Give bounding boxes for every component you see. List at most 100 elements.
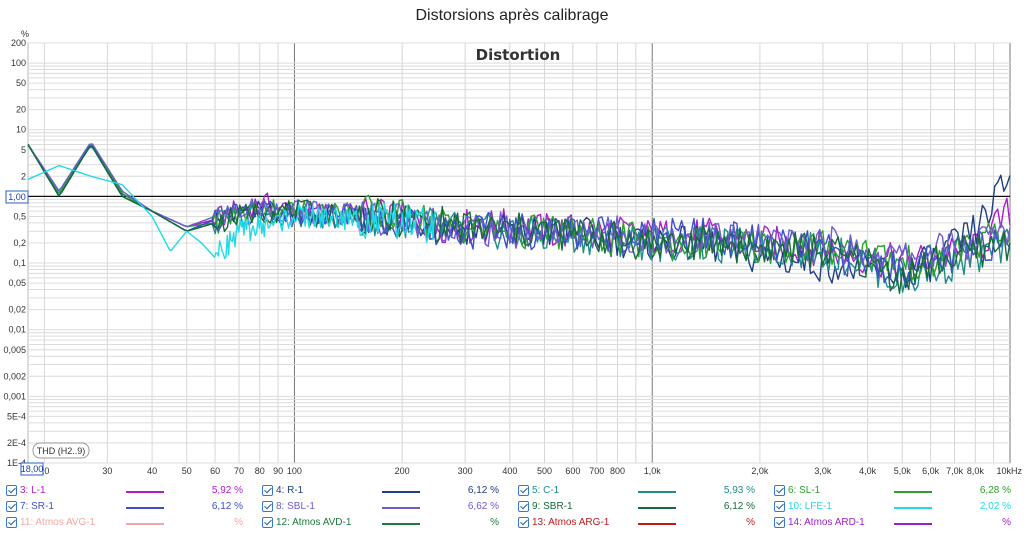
x-tick-label: 50 — [182, 466, 192, 476]
legend-item[interactable]: 13: Atmos ARG-1% — [518, 516, 758, 531]
y-axis-ticks: 200 100 50 20 10 5 2 0,5 0,2 0,1 0,05 0,02 0,01 0,005… — [3, 38, 26, 468]
legend-item[interactable]: 10: LFE-1 2,02 % — [774, 500, 1014, 515]
y-tick-label: 0,01 — [8, 325, 26, 335]
legend-item[interactable]: 5: C-1 5,93 % — [518, 484, 758, 499]
legend-line-swatch — [126, 507, 164, 509]
x-tick-label: 700 — [589, 466, 604, 476]
chart-grid — [27, 42, 1011, 464]
legend-checkbox[interactable] — [6, 501, 17, 512]
legend-series-name: 4: R-1 — [276, 485, 304, 496]
x-tick-label: 5,0k — [894, 466, 912, 476]
window-title: Distorsions après calibrage — [415, 7, 609, 24]
y-tick-label: 0,2 — [13, 238, 26, 248]
y-tick-label: 5E-4 — [7, 411, 26, 421]
x-tick-label: 7,0k — [946, 466, 964, 476]
y-tick-label: 2 — [21, 171, 26, 181]
y-tick-label: 0,002 — [3, 371, 26, 381]
legend-line-swatch — [638, 507, 676, 509]
y-tick-label: 1E-4 — [7, 458, 26, 468]
y-cursor-label: 1,00 — [8, 192, 26, 202]
legend-line-swatch — [126, 491, 164, 493]
legend-line-swatch — [638, 523, 676, 525]
legend-item[interactable]: 14: Atmos ARD-1% — [774, 516, 1014, 531]
legend-item[interactable]: 9: SBR-1 6,12 % — [518, 500, 758, 515]
legend-item[interactable]: 7: SR-1 6,12 % — [6, 500, 246, 515]
legend-checkbox[interactable] — [6, 485, 17, 496]
x-tick-label: 2,0k — [751, 466, 769, 476]
legend-series-name: 13: Atmos ARG-1 — [532, 517, 610, 528]
y-tick-label: 0,5 — [13, 211, 26, 221]
y-tick-label: 100 — [11, 58, 26, 68]
y-axis-unit: % — [21, 29, 29, 39]
y-cursor-marker[interactable]: 1,00 — [5, 190, 29, 204]
x-tick-label: 100 — [287, 466, 302, 476]
y-tick-label: 10 — [16, 125, 26, 135]
legend-series-name: 8: SBL-1 — [276, 501, 315, 512]
distortion-chart[interactable]: 200 100 50 20 10 5 2 0,5 0,2 0,1 0,05 0,02 0,01 0,005… — [0, 0, 1024, 480]
legend: 3: L-1 5,92 % 4: R-1 6,12 % 5: C-1 5,93 % 6: S… — [0, 482, 1024, 544]
legend-series-value: % — [1002, 517, 1011, 528]
legend-line-swatch — [382, 507, 420, 509]
legend-line-swatch — [894, 523, 932, 525]
legend-series-name: 11: Atmos AVG-1 — [20, 517, 96, 528]
legend-series-name: 10: LFE-1 — [788, 501, 832, 512]
legend-checkbox[interactable] — [518, 501, 529, 512]
x-tick-label: 40 — [147, 466, 157, 476]
legend-series-name: 9: SBR-1 — [532, 501, 573, 512]
legend-series-value: % — [490, 517, 499, 528]
x-tick-label: 70 — [234, 466, 244, 476]
legend-checkbox[interactable] — [518, 485, 529, 496]
y-tick-label: 2E-4 — [7, 438, 26, 448]
x-start-marker[interactable]: 18,00 — [20, 462, 44, 476]
legend-series-value: % — [234, 517, 243, 528]
legend-checkbox[interactable] — [518, 517, 529, 528]
legend-item[interactable]: 6: SL-1 6,28 % — [774, 484, 1014, 499]
legend-checkbox[interactable] — [774, 501, 785, 512]
series-line-7 — [27, 144, 1011, 294]
legend-item[interactable]: 3: L-1 5,92 % — [6, 484, 246, 499]
x-tick-label: 600 — [565, 466, 580, 476]
legend-series-value: 6,12 % — [723, 501, 755, 512]
legend-line-swatch — [126, 523, 164, 525]
chart-series — [27, 143, 1011, 294]
legend-series-value: 6,28 % — [979, 485, 1011, 496]
legend-series-value: 6,12 % — [467, 485, 499, 496]
legend-item[interactable]: 8: SBL-1 6,62 % — [262, 500, 502, 515]
legend-series-value: 2,02 % — [979, 501, 1011, 512]
y-tick-label: 0,001 — [3, 391, 26, 401]
x-tick-label: 200 — [395, 466, 410, 476]
series-line-8 — [27, 165, 438, 260]
legend-checkbox[interactable] — [262, 485, 273, 496]
legend-series-value: 6,12 % — [211, 501, 243, 512]
legend-checkbox[interactable] — [262, 501, 273, 512]
legend-series-name: 5: C-1 — [532, 485, 560, 496]
y-tick-label: 5 — [21, 145, 26, 155]
legend-series-name: 12: Atmos AVD-1 — [276, 517, 352, 528]
y-tick-label: 0,1 — [13, 258, 26, 268]
x-start-label: 18,00 — [21, 464, 44, 474]
legend-checkbox[interactable] — [262, 517, 273, 528]
x-tick-label: 1,0k — [644, 466, 662, 476]
legend-series-name: 7: SR-1 — [20, 501, 54, 512]
legend-item[interactable]: 11: Atmos AVG-1% — [6, 516, 246, 531]
legend-checkbox[interactable] — [6, 517, 17, 528]
x-axis-ticks: 20 30 40 50 60 70 80 90 100 200 300 400 500 600 700 800… — [39, 466, 1022, 476]
thd-annotation[interactable]: THD (H2..9) — [32, 442, 90, 459]
y-tick-label: 200 — [11, 38, 26, 48]
x-tick-label: 20 — [39, 466, 49, 476]
legend-line-swatch — [382, 523, 420, 525]
chart-title: Distortion — [476, 46, 561, 64]
legend-item[interactable]: 4: R-1 6,12 % — [262, 484, 502, 499]
x-tick-label: 300 — [458, 466, 473, 476]
legend-series-name: 6: SL-1 — [788, 485, 821, 496]
legend-item[interactable]: 12: Atmos AVD-1% — [262, 516, 502, 531]
y-tick-label: 0,05 — [8, 278, 26, 288]
legend-checkbox[interactable] — [774, 517, 785, 528]
legend-line-swatch — [894, 491, 932, 493]
legend-series-value: 5,93 % — [723, 485, 755, 496]
x-tick-label: 400 — [502, 466, 517, 476]
legend-checkbox[interactable] — [774, 485, 785, 496]
y-tick-label: 50 — [16, 78, 26, 88]
x-tick-label: 60 — [210, 466, 220, 476]
x-tick-label: 30 — [102, 466, 112, 476]
